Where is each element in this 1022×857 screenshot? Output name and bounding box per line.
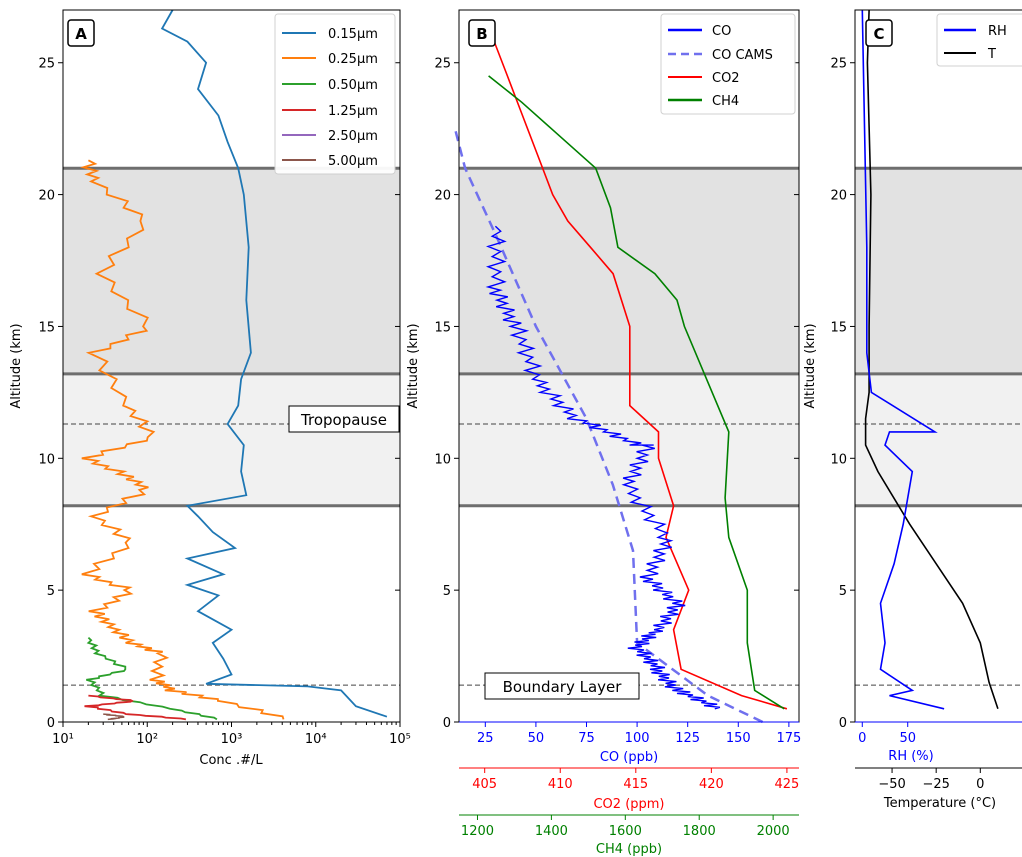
- legend-5-00um: 5.00μm: [328, 154, 378, 169]
- temp-tick-label-0: −50: [878, 777, 905, 792]
- rh-line: [861, 9, 945, 710]
- x-tick-label-a-4: 10⁵: [389, 732, 411, 747]
- panel-c-legend: RH T: [936, 13, 1022, 67]
- co-axis-label: CO (ppb): [600, 750, 658, 765]
- ch4-tick-label-0: 1200: [461, 824, 494, 839]
- panel-a-ylabel: Altitude (km): [9, 323, 24, 408]
- rh-tick-label-1: 50: [899, 731, 916, 746]
- svg-text:Boundary Layer: Boundary Layer: [503, 678, 623, 696]
- tropopause-label: Tropopause: [288, 405, 400, 433]
- y-tick-label-25: 25: [830, 57, 847, 72]
- panel-a: 0 5 10 15 20 25 10¹ 10² 10³ 10⁴ 10⁵ Altitude (km)…: [9, 9, 411, 768]
- legend-0-25um: 0.25μm: [328, 52, 378, 67]
- series-0-50um-line: [86, 636, 218, 721]
- shaded-band-1: [63, 373, 400, 506]
- ch4-line: [488, 75, 785, 710]
- co-tick-label-1: 50: [528, 731, 545, 746]
- y-tick-label-25: 25: [38, 57, 55, 72]
- svg-text:Tropopause: Tropopause: [300, 411, 387, 429]
- co-tick-label-4: 125: [675, 731, 700, 746]
- legend-co: CO: [712, 24, 731, 39]
- y-tick-label-5: 5: [443, 584, 451, 599]
- legend-0-50um: 0.50μm: [328, 78, 378, 93]
- x-tick-label-a-0: 10¹: [52, 732, 74, 747]
- y-tick-label-0: 0: [47, 716, 55, 731]
- series-5-00um-line: [103, 713, 125, 721]
- series-1-25um-line: [84, 694, 187, 721]
- series-0-15um-line: [160, 9, 388, 718]
- x-tick-label-a-3: 10⁴: [305, 732, 327, 747]
- temp-tick-label-2: 0: [976, 777, 984, 792]
- panel-c-label: C: [873, 25, 884, 43]
- rh-axis-label: RH (%): [888, 749, 933, 764]
- co2-axis-label: CO2 (ppm): [593, 797, 664, 812]
- legend-co2: CO2: [712, 71, 740, 86]
- boundary-layer-label: Boundary Layer: [484, 672, 640, 700]
- shaded-band-0: [63, 168, 400, 374]
- co2-tick-label-0: 405: [472, 777, 497, 792]
- legend-0-15um: 0.15μm: [328, 27, 378, 42]
- y-tick-label-15: 15: [434, 320, 451, 335]
- y-tick-label-10: 10: [38, 452, 55, 467]
- y-tick-label-15: 15: [38, 320, 55, 335]
- panel-c-badge: [865, 19, 893, 47]
- panel-b-badge: [468, 19, 496, 47]
- shaded-band-0: [855, 168, 1022, 374]
- x-tick-label-a-2: 10³: [221, 732, 243, 747]
- rh-tick-label-0: 0: [858, 731, 866, 746]
- co-tick-label-6: 175: [776, 731, 801, 746]
- y-tick-label-20: 20: [830, 189, 847, 204]
- co2-tick-label-1: 410: [548, 777, 573, 792]
- series-0-25um-line: [80, 159, 285, 720]
- panel-a-label: A: [75, 25, 87, 43]
- y-tick-label-25: 25: [434, 57, 451, 72]
- y-tick-label-0: 0: [443, 716, 451, 731]
- co2-line: [491, 36, 788, 710]
- co-tick-label-3: 100: [625, 731, 650, 746]
- panel-b-ylabel: Altitude (km): [406, 323, 421, 408]
- ch4-tick-label-2: 1600: [609, 824, 642, 839]
- panel-a-legend: 0.15μm 0.25μm 0.50μm 1.25μm 2.50μm 5.00μ…: [274, 13, 396, 175]
- panel-a-xlabel: Conc .#/L: [199, 753, 263, 768]
- ch4-tick-label-1: 1400: [535, 824, 568, 839]
- temperature-axis-label: Temperature (°C): [883, 796, 996, 811]
- y-tick-label-5: 5: [839, 584, 847, 599]
- panel-a-badge: [67, 19, 95, 47]
- shaded-band-1: [855, 373, 1022, 506]
- y-tick-label-5: 5: [47, 584, 55, 599]
- temp-tick-label-1: −25: [922, 777, 949, 792]
- legend-t: T: [987, 47, 996, 62]
- co-tick-label-0: 25: [477, 731, 494, 746]
- x-tick-label-a-1: 10²: [136, 732, 158, 747]
- panel-b-label: B: [476, 25, 487, 43]
- co2-tick-label-3: 420: [699, 777, 724, 792]
- ch4-tick-label-4: 2000: [757, 824, 790, 839]
- y-tick-label-20: 20: [38, 189, 55, 204]
- panel-b-legend: CO CO CAMS CO2 CH4: [660, 13, 796, 115]
- legend-1-25um: 1.25μm: [328, 104, 378, 119]
- legend-ch4: CH4: [712, 94, 739, 109]
- co2-tick-label-2: 415: [623, 777, 648, 792]
- co-tick-label-2: 75: [578, 731, 595, 746]
- y-tick-label-10: 10: [434, 452, 451, 467]
- legend-2-50um: 2.50μm: [328, 129, 378, 144]
- y-tick-label-20: 20: [434, 189, 451, 204]
- panel-c-ylabel: Altitude (km): [803, 323, 818, 408]
- panel-c: 0 5 10 15 20 25 0 50 −50 −25 0 Altitude (km) RH (…: [803, 9, 1022, 811]
- y-tick-label-10: 10: [830, 452, 847, 467]
- ch4-axis-label: CH4 (ppb): [596, 842, 662, 857]
- co2-tick-label-4: 425: [774, 777, 799, 792]
- temperature-line: [864, 9, 999, 710]
- y-tick-label-15: 15: [830, 320, 847, 335]
- co-tick-label-5: 150: [726, 731, 751, 746]
- co-cams-line: [453, 128, 764, 724]
- legend-co-cams: CO CAMS: [712, 48, 773, 63]
- panel-b: 0 5 10 15 20 25 25 50 75 100 125 150 175 405 410 415 42…: [406, 9, 801, 857]
- legend-rh: RH: [988, 24, 1007, 39]
- ch4-tick-label-3: 1800: [683, 824, 716, 839]
- co-line: [485, 225, 721, 710]
- y-tick-label-0: 0: [839, 716, 847, 731]
